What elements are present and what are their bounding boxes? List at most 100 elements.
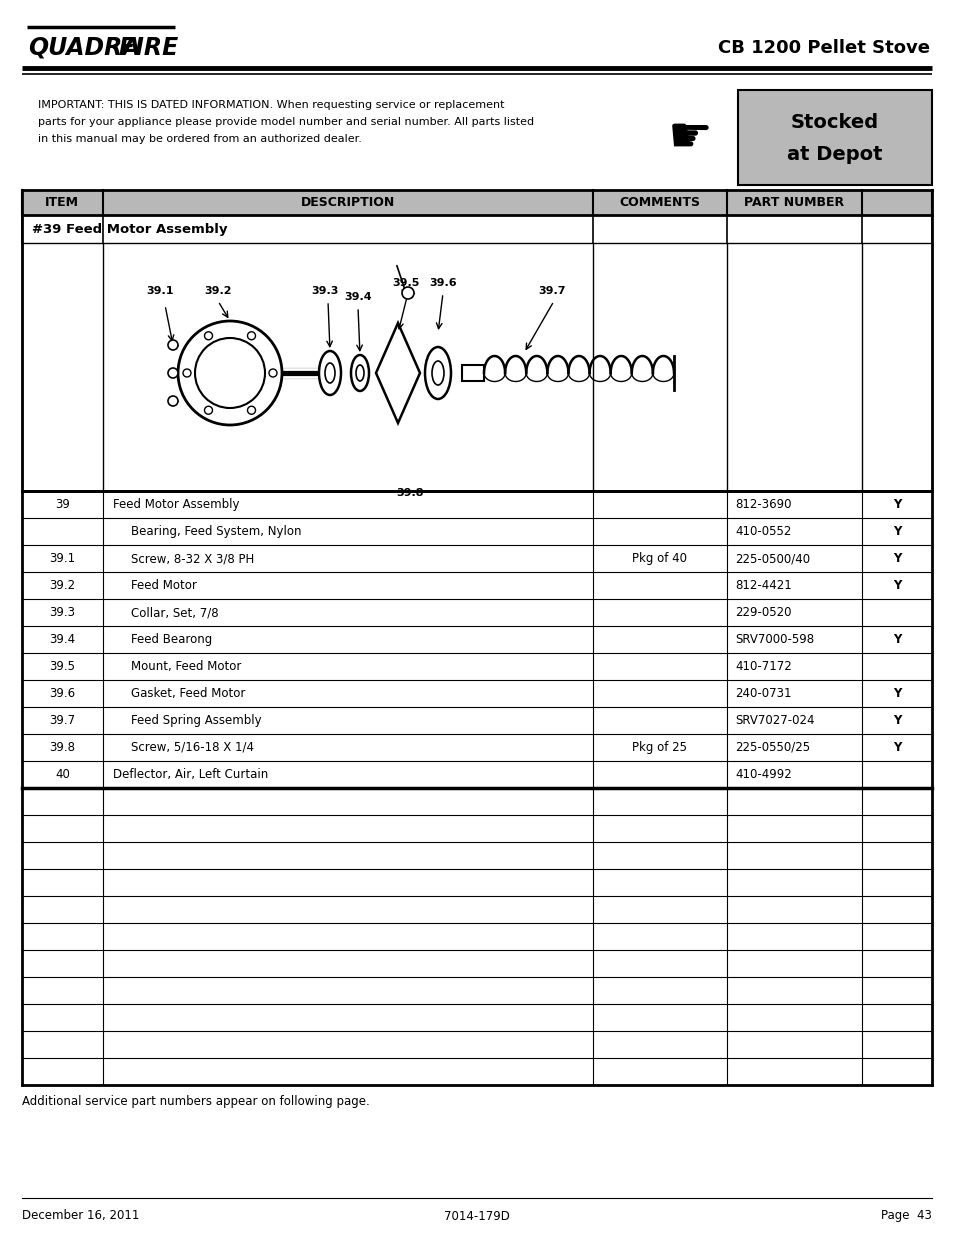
FancyBboxPatch shape [22,545,931,572]
Text: Y: Y [892,714,901,727]
Text: Deflector, Air, Left Curtain: Deflector, Air, Left Curtain [112,768,268,781]
Polygon shape [375,324,419,424]
Circle shape [183,369,191,377]
Text: Y: Y [892,552,901,564]
Text: Screw, 8-32 X 3/8 PH: Screw, 8-32 X 3/8 PH [131,552,254,564]
Text: Feed Motor Assembly: Feed Motor Assembly [112,498,239,511]
Text: SRV7000-598: SRV7000-598 [734,634,813,646]
FancyBboxPatch shape [22,815,931,842]
Text: DESCRIPTION: DESCRIPTION [300,195,395,209]
Text: Additional service part numbers appear on following page.: Additional service part numbers appear o… [22,1094,370,1108]
Text: Collar, Set, 7/8: Collar, Set, 7/8 [131,606,218,619]
FancyBboxPatch shape [22,680,931,706]
Text: #39 Feed Motor Assembly: #39 Feed Motor Assembly [32,222,227,236]
Circle shape [178,321,282,425]
Text: Y: Y [892,741,901,755]
Text: Gasket, Feed Motor: Gasket, Feed Motor [131,687,245,700]
Ellipse shape [351,354,369,391]
FancyBboxPatch shape [22,950,931,977]
FancyBboxPatch shape [22,190,931,215]
Ellipse shape [318,351,340,395]
Ellipse shape [424,347,451,399]
Text: 39.5: 39.5 [392,278,419,288]
FancyBboxPatch shape [461,366,483,382]
Circle shape [168,340,178,350]
Text: 39.8: 39.8 [50,741,75,755]
Text: 229-0520: 229-0520 [734,606,791,619]
Ellipse shape [355,366,364,382]
Text: Y: Y [892,579,901,592]
FancyBboxPatch shape [22,215,931,243]
FancyBboxPatch shape [22,923,931,950]
FancyBboxPatch shape [22,706,931,734]
Text: 40: 40 [55,768,70,781]
Text: Stocked: Stocked [790,112,878,131]
FancyBboxPatch shape [22,599,931,626]
Text: 39.2: 39.2 [50,579,75,592]
Text: 39.6: 39.6 [429,278,456,288]
FancyBboxPatch shape [22,1031,931,1058]
Text: 39.4: 39.4 [50,634,75,646]
Text: Screw, 5/16-18 X 1/4: Screw, 5/16-18 X 1/4 [131,741,253,755]
Text: IMPORTANT: THIS IS DATED INFORMATION. When requesting service or replacement: IMPORTANT: THIS IS DATED INFORMATION. Wh… [38,100,504,110]
Text: 39.5: 39.5 [50,659,75,673]
Text: 39.7: 39.7 [50,714,75,727]
Text: ☛: ☛ [667,114,712,162]
Text: at Depot: at Depot [786,146,882,164]
Text: 39.7: 39.7 [537,287,565,296]
Text: SRV7027-024: SRV7027-024 [734,714,814,727]
Text: 410-4992: 410-4992 [734,768,791,781]
Text: 7014-179D: 7014-179D [443,1209,510,1223]
Circle shape [168,368,178,378]
Circle shape [194,338,265,408]
FancyBboxPatch shape [22,653,931,680]
Text: Pkg of 40: Pkg of 40 [632,552,687,564]
FancyBboxPatch shape [22,761,931,788]
Text: 39.4: 39.4 [344,291,372,303]
Circle shape [204,332,213,340]
FancyBboxPatch shape [22,1004,931,1031]
Text: 39.1: 39.1 [50,552,75,564]
Text: CB 1200 Pellet Stove: CB 1200 Pellet Stove [718,40,929,57]
Text: 240-0731: 240-0731 [734,687,791,700]
Text: 225-0500/40: 225-0500/40 [734,552,809,564]
Text: Bearing, Feed System, Nylon: Bearing, Feed System, Nylon [131,525,301,538]
Text: 410-0552: 410-0552 [734,525,791,538]
Text: ·FIRE: ·FIRE [110,36,178,61]
Text: in this manual may be ordered from an authorized dealer.: in this manual may be ordered from an au… [38,135,361,144]
FancyBboxPatch shape [738,90,931,185]
Text: 39: 39 [55,498,70,511]
Text: 39.1: 39.1 [146,287,173,296]
Text: Pkg of 25: Pkg of 25 [632,741,687,755]
Text: Page  43: Page 43 [881,1209,931,1223]
Ellipse shape [325,363,335,383]
FancyBboxPatch shape [22,243,931,492]
FancyBboxPatch shape [22,626,931,653]
Circle shape [204,406,213,414]
Text: parts for your appliance please provide model number and serial number. All part: parts for your appliance please provide … [38,117,534,127]
Text: QUADRA: QUADRA [28,36,140,61]
FancyBboxPatch shape [22,977,931,1004]
Text: ITEM: ITEM [45,195,79,209]
Text: 225-0550/25: 225-0550/25 [734,741,809,755]
Text: 39.3: 39.3 [50,606,75,619]
Text: 812-4421: 812-4421 [734,579,791,592]
Text: PART NUMBER: PART NUMBER [743,195,843,209]
Circle shape [401,287,414,299]
Circle shape [269,369,276,377]
Text: COMMENTS: COMMENTS [618,195,700,209]
Text: 812-3690: 812-3690 [734,498,791,511]
Text: 39.2: 39.2 [204,287,232,296]
FancyBboxPatch shape [22,788,931,815]
Circle shape [247,406,255,414]
Text: Y: Y [892,687,901,700]
Text: 39.3: 39.3 [311,287,338,296]
Text: 39.8: 39.8 [395,488,423,498]
Text: Y: Y [892,498,901,511]
Text: 39.6: 39.6 [50,687,75,700]
FancyBboxPatch shape [22,572,931,599]
Text: Y: Y [892,525,901,538]
Circle shape [247,332,255,340]
FancyBboxPatch shape [22,842,931,869]
Text: Feed Motor: Feed Motor [131,579,196,592]
